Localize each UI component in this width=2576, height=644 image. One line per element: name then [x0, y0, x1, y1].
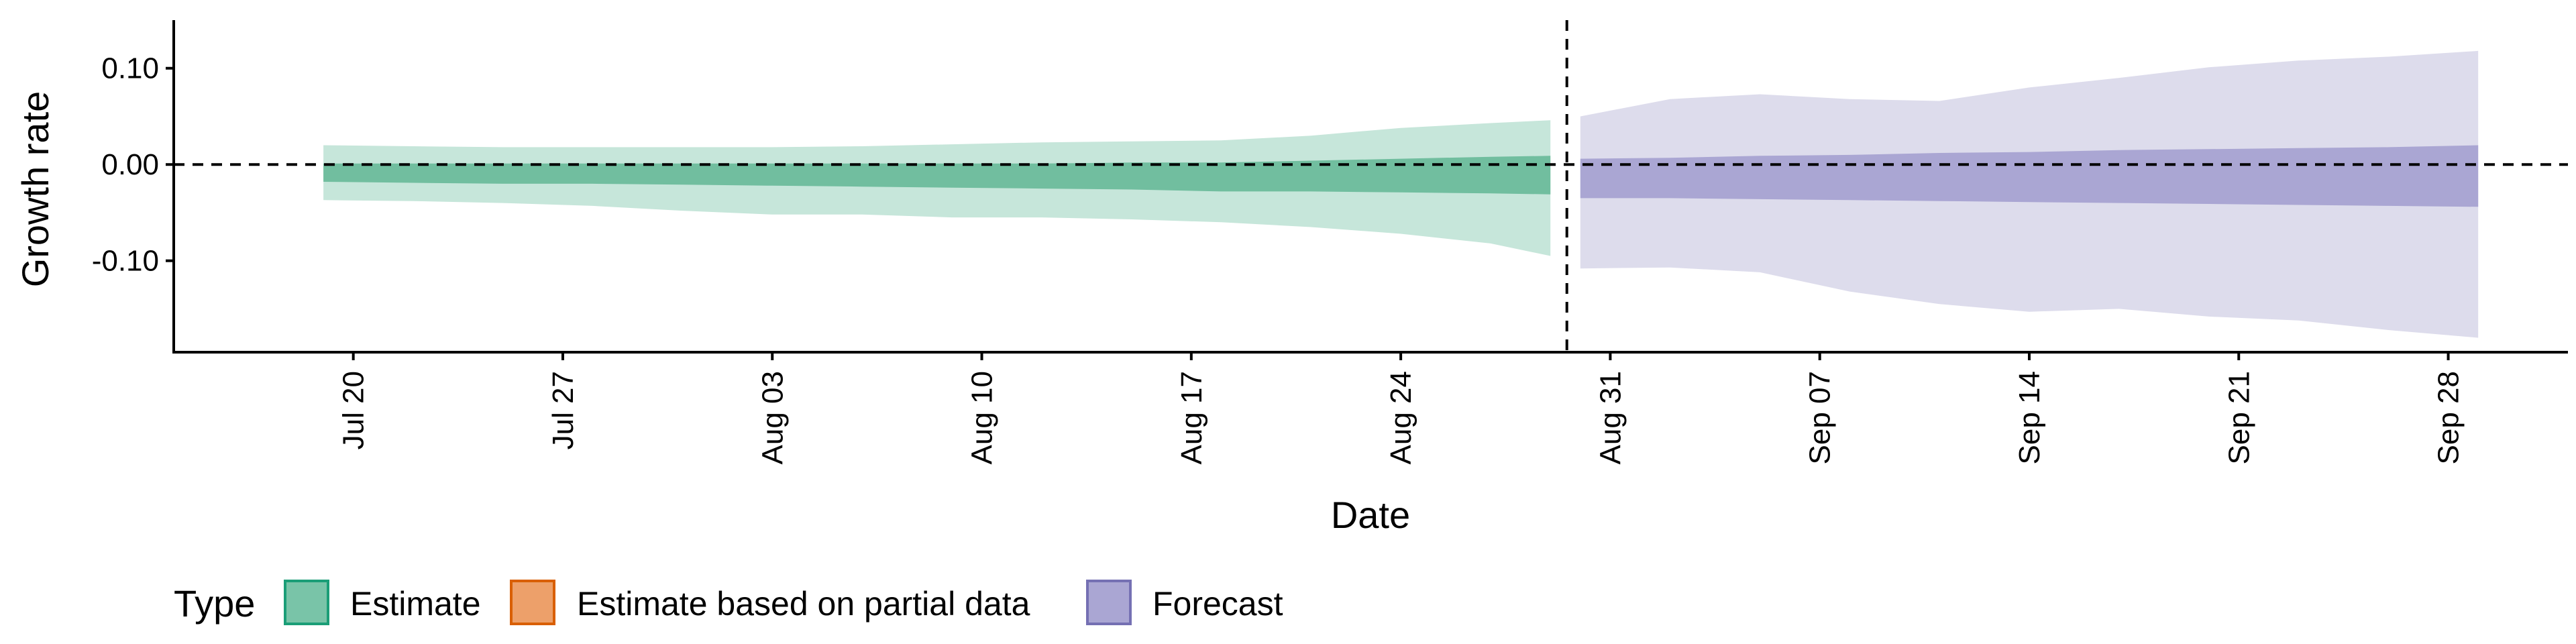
x-tick-label: Sep 14	[2013, 371, 2046, 464]
x-tick-label: Aug 31	[1594, 371, 1627, 464]
x-tick-label: Sep 28	[2432, 371, 2465, 464]
x-tick-label: Aug 17	[1175, 371, 1208, 464]
y-tick-label: 0.00	[101, 148, 159, 181]
x-tick-label: Aug 10	[966, 371, 999, 464]
legend: Type Estimate Estimate based on partial da…	[174, 581, 1283, 625]
x-tick-label: Jul 27	[547, 371, 580, 449]
x-tick-label: Aug 03	[756, 371, 789, 464]
bands-layer	[323, 51, 2478, 338]
x-tick-label: Aug 24	[1385, 371, 1417, 464]
x-axis-ticks: Jul 20 Jul 27 Aug 03 Aug 10 Aug 17 Aug 24 Aug …	[337, 352, 2465, 464]
legend-key-estimate-based-on-partial-data	[511, 581, 554, 624]
legend-label-forecast: Forecast	[1152, 585, 1283, 623]
y-tick-label: 0.10	[101, 52, 159, 85]
legend-key-forecast	[1087, 581, 1130, 624]
legend-label-estimate-based-on-partial-data: Estimate based on partial data	[577, 585, 1030, 623]
x-tick-label: Sep 07	[1804, 371, 1837, 464]
x-tick-label: Jul 20	[337, 371, 370, 449]
y-axis-ticks: 0.10 0.00 -0.10	[92, 52, 174, 278]
legend-title: Type	[174, 582, 255, 625]
legend-label-estimate: Estimate	[350, 585, 481, 623]
y-tick-label: -0.10	[92, 245, 159, 278]
x-tick-label: Sep 21	[2222, 371, 2255, 464]
y-axis-title: Growth rate	[14, 91, 56, 288]
x-axis-title: Date	[1331, 494, 1410, 536]
legend-key-estimate	[285, 581, 328, 624]
